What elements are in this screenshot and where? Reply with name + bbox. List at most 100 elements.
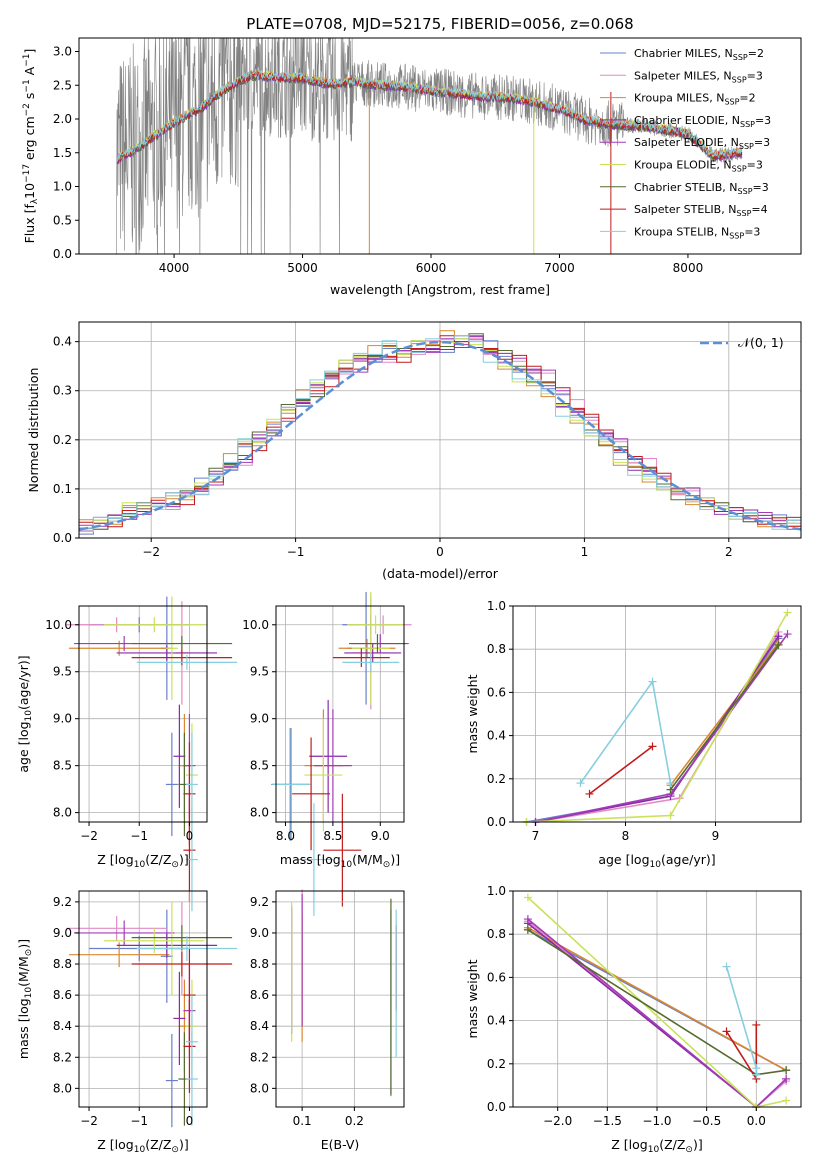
massweight-age-line (535, 635, 780, 823)
y-tick-label: 2.0 (53, 112, 72, 126)
x-tick-label: 0.0 (747, 1114, 766, 1128)
massweight-age-ylabel: mass weight (465, 674, 480, 753)
massweight-Z-marker (523, 925, 532, 934)
y-tick-label: 8.5 (53, 759, 72, 773)
massweight-age-marker (666, 811, 675, 820)
mass-Z-xlabel: Z [log10(Z/Z⊙)] (97, 1137, 188, 1155)
histograms (79, 330, 801, 535)
y-tick-label: 0.2 (53, 433, 72, 447)
x-tick-label: 0 (186, 1114, 194, 1128)
x-tick-label: 8000 (673, 261, 704, 275)
legend-entry: Kroupa STELIB, NSSP=3 (634, 225, 760, 240)
legend-entry: Salpeter STELIB, NSSP=4 (634, 203, 768, 218)
mass-EBV-xlabel: E(B-V) (321, 1137, 360, 1152)
massweight-Z-xlabel: Z [log10(Z/Z⊙)] (611, 1137, 702, 1155)
x-tick-label: 7 (532, 829, 540, 843)
x-tick-label: −2 (80, 1114, 98, 1128)
massweight-age-marker (576, 779, 585, 788)
y-tick-label: 2.5 (53, 78, 72, 92)
x-tick-label: 9 (712, 829, 720, 843)
x-tick-label: −1 (130, 1114, 148, 1128)
legend-entry: Chabrier MILES, NSSP=2 (634, 47, 764, 62)
y-tick-label: 10.0 (45, 618, 72, 632)
y-tick-label: 1.0 (487, 599, 506, 613)
y-tick-label: 8.2 (53, 1050, 72, 1064)
massweight-age-marker (783, 608, 792, 617)
massweight-age-marker (783, 630, 792, 639)
x-tick-label: 9.0 (371, 829, 390, 843)
y-tick-label: 3.0 (53, 45, 72, 59)
y-tick-label: 1.5 (53, 146, 72, 160)
x-tick-label: −2 (80, 829, 98, 843)
age-mass-points (271, 591, 412, 916)
x-tick-label: 0.2 (345, 1114, 364, 1128)
massweight-age-line (589, 745, 653, 795)
age-mass-xlabel: mass [log10(M/M⊙)] (280, 852, 400, 870)
mass-EBV-points (291, 889, 397, 1097)
massweight-Z-marker (782, 1074, 791, 1083)
massweight-age-marker (648, 677, 657, 686)
massweight-age-marker (666, 779, 675, 788)
y-tick-label: 0.1 (53, 482, 72, 496)
y-tick-label: 0.6 (487, 970, 506, 984)
massweight-age-line (669, 642, 780, 786)
axes-frame (78, 890, 208, 1108)
y-tick-label: 8.6 (53, 988, 72, 1002)
y-tick-label: 8.5 (250, 759, 269, 773)
massweight-Z-line (527, 926, 787, 1072)
x-tick-label: 2 (725, 545, 733, 559)
y-tick-label: 0.2 (487, 772, 506, 786)
axes-frame (78, 605, 208, 823)
mass-Z-ylabel: mass [log10(M/M⊙)] (16, 939, 34, 1059)
gaussian-legend-label: 𝒩(0, 1) (738, 335, 784, 350)
y-tick-label: 8.8 (250, 957, 269, 971)
x-tick-label: 8 (622, 829, 630, 843)
massweight-age-marker (774, 640, 783, 649)
massweight-age-line (535, 631, 780, 823)
massweight-Z-marker (782, 1066, 791, 1075)
y-tick-label: 0.3 (53, 384, 72, 398)
y-tick-label: 8.8 (53, 957, 72, 971)
y-tick-label: 8.0 (53, 806, 72, 820)
legend-entry: Chabrier STELIB, NSSP=3 (634, 181, 769, 196)
massweight-vs-Z-chart: −2.0 −1.5 −1.0 −0.5 0.0 0.0 0.2 0.4 0.6 0.8 1.0 (487, 884, 802, 1128)
massweight-Z-ylabel: mass weight (465, 959, 480, 1038)
y-tick-label: 0.6 (487, 685, 506, 699)
x-tick-label: −1.0 (642, 1114, 671, 1128)
spectrum-title: PLATE=0708, MJD=52175, FIBERID=0056, z=0… (246, 15, 633, 33)
y-tick-label: 0.8 (487, 642, 506, 656)
y-tick-label: 9.0 (250, 712, 269, 726)
residual-chart: −2 −1 0 1 2 0.0 0.1 0.2 0.3 0.4 (53, 321, 802, 559)
x-tick-label: 0 (436, 545, 444, 559)
x-tick-label: 4000 (159, 261, 190, 275)
x-tick-label: −1 (287, 545, 305, 559)
massweight-vs-age-chart: 7 8 9 0.0 0.2 0.4 0.6 0.8 1.0 (487, 599, 802, 843)
y-tick-label: 8.0 (250, 1081, 269, 1095)
y-tick-label: 0.4 (487, 729, 506, 743)
x-tick-label: 6000 (416, 261, 447, 275)
y-tick-label: 9.5 (53, 665, 72, 679)
spectrum-ylabel: Flux [fλ10−17 erg cm−2 s−1 A−1] (22, 49, 40, 244)
y-tick-label: 0.5 (53, 213, 72, 227)
y-tick-label: 1.0 (53, 180, 72, 194)
y-tick-label: 8.4 (250, 1019, 269, 1033)
y-tick-label: 9.0 (53, 926, 72, 940)
spectrum-lines (116, 38, 743, 254)
massweight-age-line (669, 644, 780, 791)
y-tick-label: 0.4 (53, 335, 72, 349)
spectrum-chart: 4000 5000 6000 7000 8000 0.0 0.5 1.0 1.5 2.0 2.5 3.… (53, 37, 802, 275)
y-tick-label: 0.0 (53, 531, 72, 545)
legend-entry: Kroupa ELODIE, NSSP=3 (634, 159, 763, 174)
y-tick-label: 8.2 (250, 1050, 269, 1064)
spectrum-xlabel: wavelength [Angstrom, rest frame] (330, 282, 550, 297)
y-tick-label: 0.4 (487, 1014, 506, 1028)
massweight-Z-marker (523, 893, 532, 902)
massweight-age-marker (648, 742, 657, 751)
y-tick-label: 9.2 (53, 895, 72, 909)
x-tick-label: 0 (186, 829, 194, 843)
massweight-age-line (526, 612, 789, 823)
x-tick-label: −1 (130, 829, 148, 843)
spectrum-legend: Chabrier MILES, NSSP=2 Salpeter MILES, NS… (600, 47, 771, 240)
x-tick-label: 8.5 (323, 829, 342, 843)
